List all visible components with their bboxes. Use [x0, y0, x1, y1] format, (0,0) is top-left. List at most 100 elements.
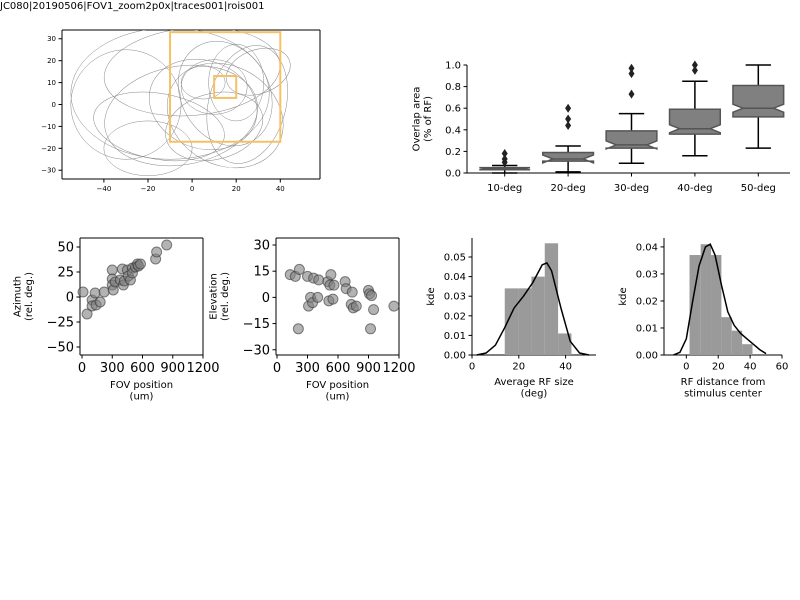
x-tick-label: 30-deg — [614, 183, 649, 194]
bar — [558, 333, 572, 355]
bar — [731, 330, 743, 355]
y-tick-label: 25 — [57, 266, 74, 281]
stimulus-box — [169, 31, 282, 143]
point — [350, 300, 362, 312]
point — [328, 279, 340, 291]
y-tick-label: 0.4 — [445, 125, 461, 136]
y-tick-label: 10 — [47, 79, 56, 87]
y-tick-label: 1.0 — [445, 61, 461, 72]
y-axis-label: Azimuth(rel. deg.) — [13, 272, 36, 321]
rf-ellipse — [93, 91, 225, 162]
x-axis-label: RF distance from stimulus center — [681, 377, 766, 400]
point — [327, 293, 339, 305]
bar — [742, 344, 753, 355]
x-tick-label: 20-deg — [551, 183, 586, 194]
x-tick-label: 1200 — [382, 361, 415, 376]
y-tick-label: 0.04 — [444, 272, 466, 283]
rf-ellipse — [70, 30, 270, 160]
rf-ellipse — [148, 58, 258, 151]
x-tick-label: 40-deg — [677, 183, 712, 194]
y-tick-label: 0.0 — [445, 169, 461, 180]
x-axis-label: FOV position (um) — [306, 380, 369, 403]
x-tick-label: 0 — [78, 361, 86, 376]
point — [346, 286, 358, 298]
x-tick-label: 20 — [232, 185, 241, 193]
x-axis-label: Average RF size (deg) — [494, 377, 574, 400]
y-tick-label: −10 — [41, 123, 56, 131]
point — [313, 274, 325, 286]
x-tick-label: 40 — [559, 362, 572, 373]
point — [368, 304, 380, 316]
y-tick-label: 0 — [66, 291, 74, 306]
rf-ellipse — [70, 49, 182, 160]
y-tick-label: 0.00 — [636, 351, 658, 362]
x-tick-label: 50-deg — [741, 183, 776, 194]
bar — [689, 255, 701, 355]
flier — [501, 154, 508, 164]
y-tick-label: −20 — [41, 145, 56, 153]
y-tick-label: 50 — [57, 241, 74, 256]
kde-line — [673, 243, 767, 356]
y-tick-label: 0.04 — [636, 242, 658, 253]
x-tick-label: 10-deg — [487, 183, 522, 194]
point — [77, 286, 89, 298]
y-tick-label: 0.03 — [444, 292, 466, 303]
bar — [531, 276, 545, 355]
rf-ellipse — [206, 45, 288, 164]
bar — [504, 288, 519, 355]
x-tick-label: 0 — [190, 185, 194, 193]
y-tick-label: −50 — [47, 341, 74, 356]
point — [388, 300, 400, 312]
point — [151, 246, 163, 258]
bar — [711, 255, 722, 355]
y-tick-label: 0.02 — [444, 311, 466, 322]
box — [732, 84, 785, 118]
x-tick-label: 300 — [100, 361, 125, 376]
x-axis-label: FOV position (um) — [110, 380, 173, 403]
box — [605, 130, 658, 151]
x-tick-label: 900 — [160, 361, 185, 376]
x-tick-label: −40 — [97, 185, 112, 193]
y-tick-label: 0 — [262, 291, 270, 306]
y-tick-label: −30 — [41, 167, 56, 175]
box — [668, 108, 722, 135]
y-tick-label: 0.05 — [444, 253, 466, 264]
flier — [565, 114, 572, 124]
y-tick-label: 0.01 — [636, 323, 658, 334]
y-tick-label: −30 — [243, 343, 270, 358]
y-tick-label: 0.00 — [444, 351, 466, 362]
point — [161, 239, 173, 251]
y-axis-label: Elevation(rel. deg.) — [209, 272, 232, 321]
x-tick-label: 900 — [356, 361, 381, 376]
y-axis-label: kde — [618, 287, 629, 305]
point — [292, 323, 304, 335]
point — [325, 269, 337, 281]
y-tick-label: −15 — [243, 317, 270, 332]
bar — [700, 244, 712, 355]
x-tick-label: 0 — [273, 361, 281, 376]
point — [366, 290, 378, 302]
point — [134, 258, 146, 270]
bar — [721, 317, 732, 355]
flier — [628, 89, 635, 99]
x-tick-label: 40 — [744, 362, 757, 373]
plot-area — [70, 30, 291, 176]
rf-ellipse — [103, 120, 193, 176]
flier — [628, 69, 635, 79]
point — [81, 308, 93, 320]
point — [94, 296, 106, 308]
y-tick-label: 0.01 — [444, 331, 466, 342]
stimulus-box — [213, 75, 238, 99]
y-tick-label: 0.03 — [636, 269, 658, 280]
y-axis-label: Overlap area(% of RF) — [412, 87, 435, 152]
x-tick-label: 600 — [326, 361, 351, 376]
rf-ellipse — [104, 64, 258, 167]
box — [541, 151, 595, 165]
y-tick-label: −25 — [47, 316, 74, 331]
y-axis-label: kde — [426, 287, 437, 305]
y-tick-label: 0.6 — [445, 104, 461, 115]
point — [293, 263, 305, 275]
y-tick-label: 0 — [52, 101, 56, 109]
